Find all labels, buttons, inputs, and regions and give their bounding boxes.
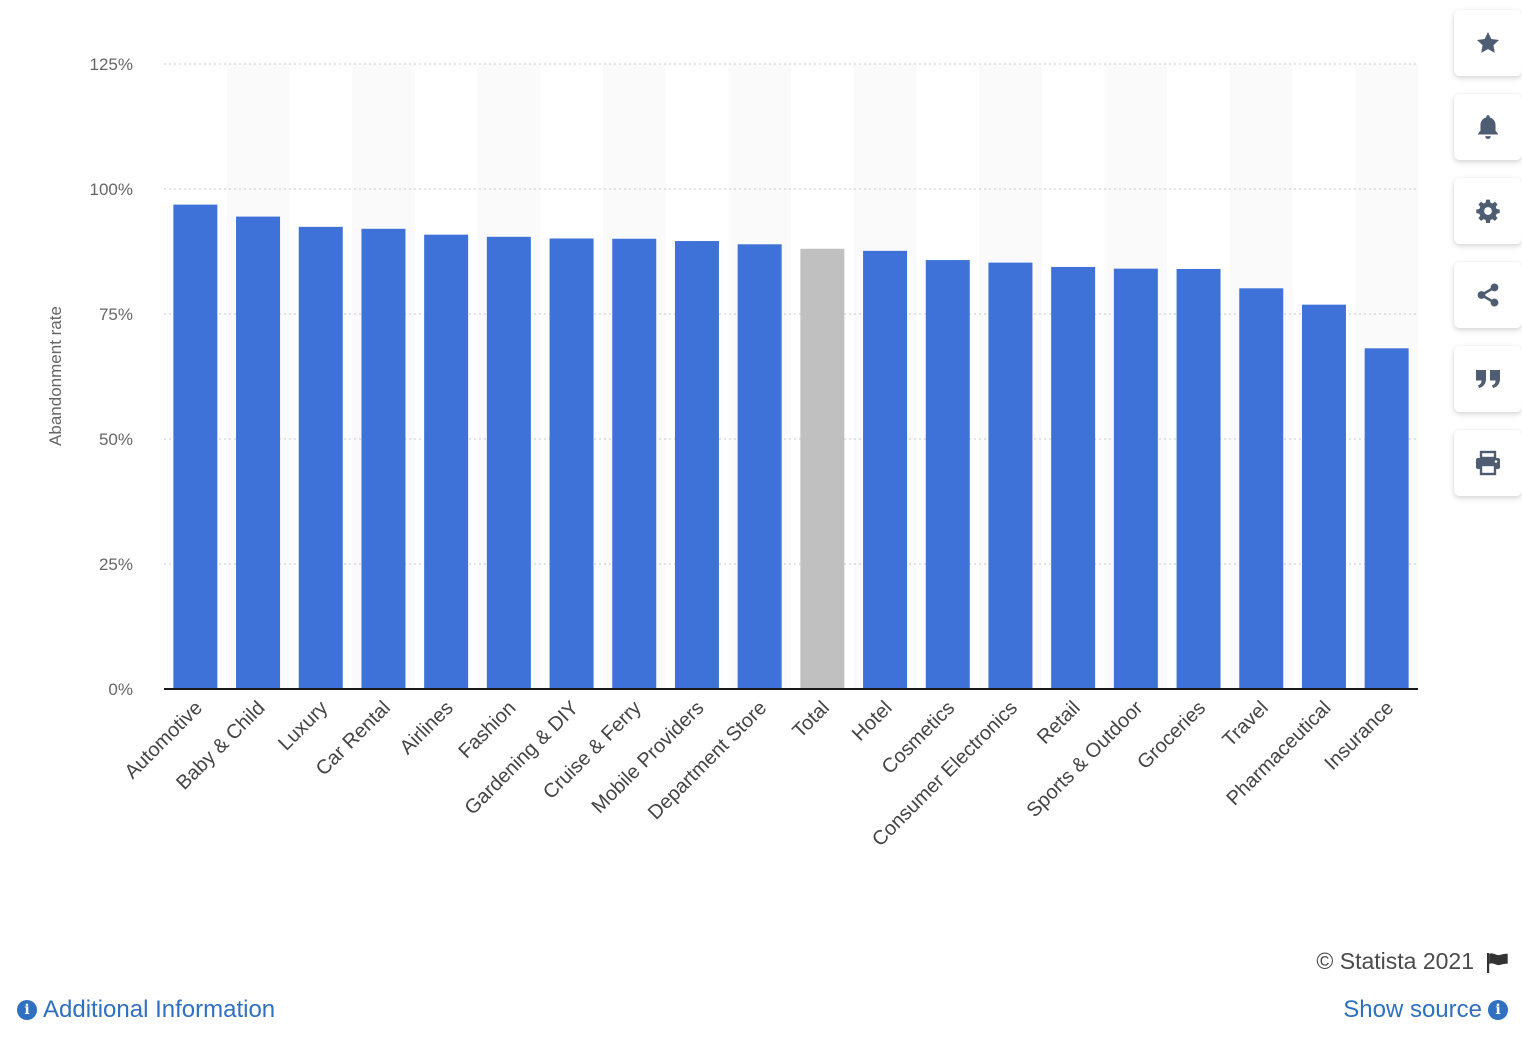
gear-icon (1476, 199, 1500, 224)
info-icon: i (1488, 1000, 1508, 1020)
bars: Automotive: 96.88% Baby & Child: 94.48% Lu… (173, 204, 1409, 690)
share-button[interactable] (1454, 262, 1522, 328)
statista-credit[interactable]: © Statista 2021 (1316, 948, 1474, 974)
bar-baby-child[interactable]: Baby & Child: 94.48% (236, 216, 281, 689)
y-tick-label: 125% (90, 55, 133, 74)
print-icon (1476, 450, 1500, 476)
x-category-label: Travel (1218, 697, 1272, 751)
additional-information-label: Additional Information (43, 996, 276, 1023)
additional-information-link[interactable]: i Additional Information (17, 996, 275, 1024)
bar-department-store[interactable]: Department Store: 88.94% (737, 244, 782, 690)
x-category-label: Retail (1033, 697, 1085, 749)
bar-insurance[interactable]: Insurance: 68.14% (1364, 348, 1409, 689)
bar-cruise-ferry[interactable]: Cruise & Ferry: 90.05% (612, 238, 657, 689)
y-tick-label: 100% (90, 180, 133, 199)
bar-automotive[interactable]: Automotive: 96.88% (173, 204, 218, 689)
y-tick-label: 25% (99, 555, 133, 574)
bar-airlines[interactable]: Airlines: 90.87% (424, 234, 469, 689)
x-category-label: Hotel (848, 697, 897, 746)
show-source-label: Show source (1343, 996, 1482, 1023)
bar-travel[interactable]: Travel: 80.14% (1239, 288, 1284, 689)
x-category-label: Airlines (396, 697, 458, 759)
info-icon: i (17, 1000, 37, 1020)
bar-fashion[interactable]: Fashion: 90.44% (486, 236, 531, 690)
bar-pharmaceutical[interactable]: Pharmaceutical: 76.87% (1301, 304, 1346, 689)
x-category-label: Department Store (644, 697, 771, 824)
settings-button[interactable] (1454, 178, 1522, 244)
y-axis-title: Abandonment rate (46, 306, 65, 446)
bar-gardening-diy[interactable]: Gardening & DIY: 90.1% (549, 238, 594, 690)
x-category-label: Gardening & DIY (461, 697, 583, 819)
bar-mobile-providers[interactable]: Mobile Providers: 89.59% (674, 241, 719, 690)
bar-groceries[interactable]: Groceries: 84.01% (1176, 268, 1221, 689)
bar-hotel[interactable]: Hotel: 87.63% (863, 250, 908, 689)
bar-car-rental[interactable]: Car Rental: 92.04% (361, 228, 406, 690)
x-category-label: Insurance (1321, 697, 1399, 775)
bar-total[interactable]: Total: 88.05% (800, 248, 845, 689)
y-tick-label: 50% (99, 430, 133, 449)
y-axis-ticks: 0% 25% 50% 75% 100% 125% (90, 55, 133, 699)
bar-chart: 0% 25% 50% 75% 100% 125% Automotive: 96.88% Ba… (46, 55, 1418, 851)
show-source-link[interactable]: Show source i (1343, 996, 1508, 1024)
bell-icon (1478, 115, 1498, 139)
x-category-label: Mobile Providers (588, 697, 709, 818)
y-tick-label: 75% (99, 305, 133, 324)
quote-icon (1476, 370, 1500, 388)
y-tick-label: 0% (108, 680, 133, 699)
bar-cosmetics[interactable]: Cosmetics: 85.79% (925, 260, 970, 689)
notification-button[interactable] (1454, 94, 1522, 160)
share-icon (1477, 283, 1499, 307)
print-button[interactable] (1454, 430, 1522, 496)
x-category-label: Sports & Outdoor (1023, 697, 1148, 822)
bar-luxury[interactable]: Luxury: 92.43% (298, 226, 343, 689)
x-category-label: Groceries (1133, 697, 1210, 774)
flag-icon[interactable] (1486, 952, 1510, 974)
favorite-button[interactable] (1454, 10, 1522, 76)
star-icon (1476, 31, 1500, 53)
bar-consumer-electronics[interactable]: Consumer Electronics: 85.28% (988, 262, 1033, 689)
x-category-label: Luxury (274, 697, 332, 755)
x-category-label: Total (788, 697, 833, 742)
chart-area: 0% 25% 50% 75% 100% 125% Automotive: 96.88% Ba… (46, 55, 1418, 851)
citation-button[interactable] (1454, 346, 1522, 412)
bar-sports-outdoor[interactable]: Sports & Outdoor: 84.07% (1113, 268, 1158, 689)
bar-retail[interactable]: Retail: 84.41% (1051, 266, 1096, 689)
